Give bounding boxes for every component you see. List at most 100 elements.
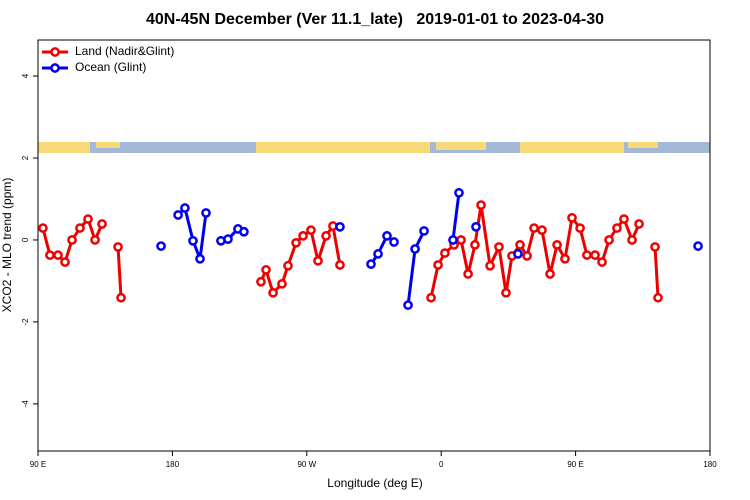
data-point xyxy=(403,300,413,310)
plot-frame xyxy=(37,39,711,452)
data-point xyxy=(97,219,107,229)
data-point xyxy=(261,265,271,275)
data-point xyxy=(597,257,607,267)
land-band xyxy=(436,142,486,150)
data-point xyxy=(75,223,85,233)
data-point xyxy=(298,231,308,241)
data-point xyxy=(283,260,293,271)
data-point xyxy=(560,253,570,264)
data-point xyxy=(529,223,539,233)
data-point xyxy=(513,249,523,259)
chart-title: 40N-45N December (Ver 11.1_late) 2019-01… xyxy=(146,11,604,28)
data-point xyxy=(239,226,249,237)
data-point xyxy=(419,226,429,236)
data-point xyxy=(494,242,504,252)
land-band xyxy=(256,142,430,153)
y-tick-label: -4 xyxy=(21,400,30,408)
legend-marker xyxy=(50,47,60,57)
y-tick-label: 0 xyxy=(21,237,30,242)
data-point xyxy=(195,253,205,264)
data-point xyxy=(582,250,592,260)
data-point xyxy=(116,292,126,303)
data-point xyxy=(485,260,495,271)
data-point xyxy=(223,234,233,244)
x-tick-label: 90 E xyxy=(30,460,46,469)
data-point xyxy=(522,251,532,261)
data-point xyxy=(552,240,562,250)
data-point xyxy=(440,248,450,258)
data-point xyxy=(313,256,323,266)
data-point xyxy=(515,240,525,250)
data-point xyxy=(60,257,70,267)
data-point xyxy=(650,242,660,252)
data-point xyxy=(590,250,600,260)
data-point xyxy=(537,225,547,235)
data-point xyxy=(38,223,48,233)
data-point xyxy=(612,223,622,233)
x-tick-label: 180 xyxy=(703,460,717,469)
data-point xyxy=(382,231,392,241)
data-point xyxy=(277,278,287,289)
data-point xyxy=(291,237,301,248)
data-point xyxy=(67,235,77,245)
data-point xyxy=(201,208,211,218)
data-point xyxy=(113,242,123,252)
x-axis-label: Longitude (deg E) xyxy=(327,476,422,490)
data-point xyxy=(501,287,511,298)
land-ocean-strip xyxy=(38,142,710,153)
data-point xyxy=(83,214,93,224)
data-point xyxy=(45,250,55,260)
y-tick-label: 2 xyxy=(21,155,30,160)
data-point xyxy=(545,269,555,279)
data-point xyxy=(476,200,486,210)
y-axis-label: XCO2 - MLO trend (ppm) xyxy=(0,178,14,313)
data-point xyxy=(456,235,466,245)
land-band xyxy=(520,142,624,153)
data-point xyxy=(693,241,703,251)
data-point xyxy=(653,292,663,303)
data-point xyxy=(321,231,331,241)
legend-marker xyxy=(50,63,60,73)
legend-label: Ocean (Glint) xyxy=(75,60,146,74)
data-point xyxy=(410,244,420,254)
data-point xyxy=(256,276,266,287)
legend-label: Land (Nadir&Glint) xyxy=(75,44,174,58)
data-point xyxy=(448,235,458,245)
data-point xyxy=(366,259,376,269)
data-point xyxy=(433,260,443,270)
data-point xyxy=(463,269,473,279)
data-point xyxy=(634,219,644,229)
data-point xyxy=(306,225,316,235)
data-point xyxy=(268,287,278,298)
data-point xyxy=(470,240,480,250)
data-point xyxy=(575,223,585,233)
data-point xyxy=(454,187,464,198)
data-point xyxy=(389,237,399,247)
land-band xyxy=(628,142,658,148)
data-point xyxy=(335,260,345,270)
x-tick-label: 180 xyxy=(166,460,180,469)
data-point xyxy=(627,235,637,245)
data-point xyxy=(180,203,190,213)
data-point xyxy=(471,222,481,232)
data-point xyxy=(567,212,577,223)
land-band xyxy=(96,142,120,148)
x-tick-label: 0 xyxy=(439,460,444,469)
data-point xyxy=(53,250,63,260)
y-tick-label: -2 xyxy=(21,318,30,326)
data-point xyxy=(90,235,100,245)
land-band xyxy=(38,142,90,153)
data-point xyxy=(426,292,436,303)
data-point xyxy=(173,210,183,220)
x-tick-label: 90 E xyxy=(567,460,583,469)
data-point xyxy=(373,249,383,259)
data-point xyxy=(604,235,614,245)
data-point xyxy=(188,235,198,246)
x-tick-label: 90 W xyxy=(297,460,316,469)
y-tick-label: 4 xyxy=(21,73,30,78)
data-point xyxy=(619,214,629,224)
data-point xyxy=(156,241,166,251)
data-point xyxy=(335,222,345,232)
